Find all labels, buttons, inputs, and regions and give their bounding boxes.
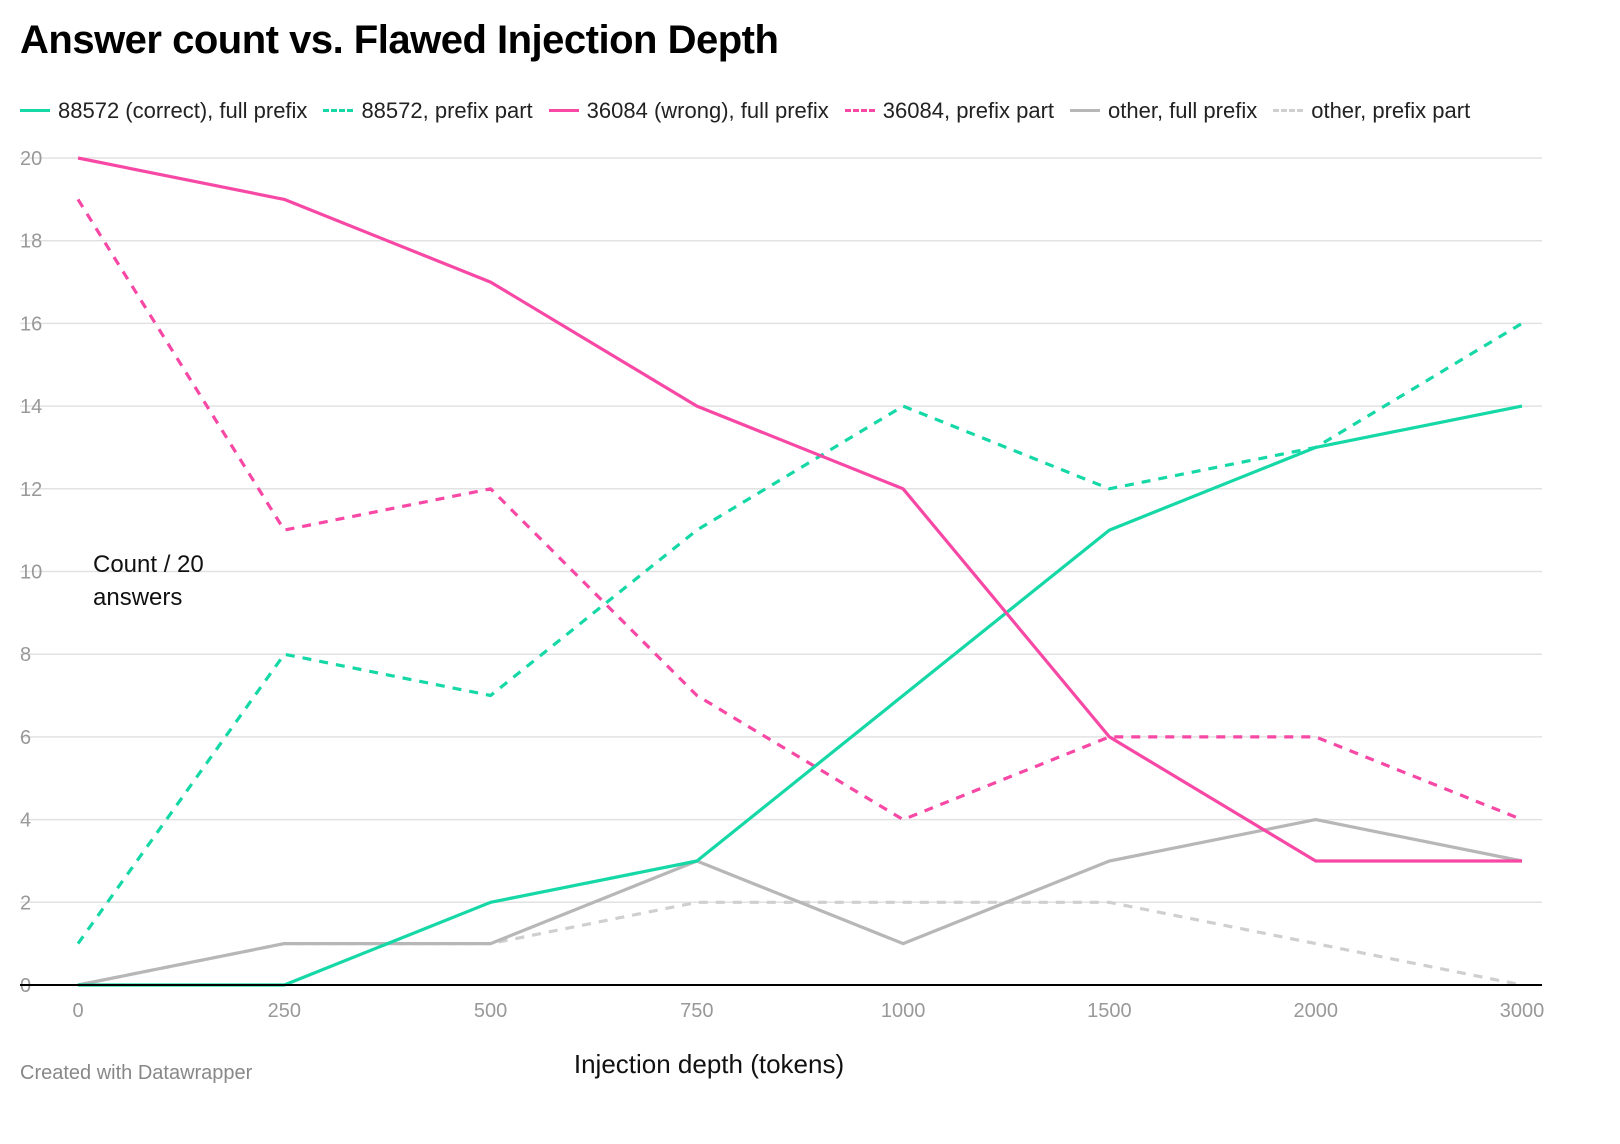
x-tick-label: 0 xyxy=(72,1000,83,1022)
y-tick-label: 4 xyxy=(20,810,31,832)
x-tick-label: 1500 xyxy=(1087,1000,1132,1022)
x-tick-label: 3000 xyxy=(1500,1000,1545,1022)
legend-label: other, prefix part xyxy=(1311,97,1471,123)
y-tick-label: 8 xyxy=(20,644,31,666)
series-lines xyxy=(76,156,1523,987)
y-tick-label: 6 xyxy=(20,727,31,749)
y-tick-label: 10 xyxy=(20,562,42,584)
legend-swatch xyxy=(1070,109,1101,112)
x-axis-label: Injection depth (tokens) xyxy=(574,1049,844,1079)
series-line xyxy=(76,322,1523,945)
footer-credit: Created with Datawrapper xyxy=(20,1062,253,1084)
legend-label: 36084, prefix part xyxy=(882,97,1055,123)
x-axis-ticks: 0 250 500 750 1000 1500 2000 3000 xyxy=(72,1000,1544,1022)
legend-item: 36084, prefix part xyxy=(844,97,1055,124)
y-tick-label: 2 xyxy=(20,892,31,914)
x-tick-label: 250 xyxy=(268,1000,301,1022)
series-line xyxy=(77,817,1523,987)
y-tick-label: 14 xyxy=(20,396,42,418)
legend-label: other, full prefix xyxy=(1108,97,1258,123)
legend-item: other, full prefix xyxy=(1070,98,1257,124)
y-tick-label: 20 xyxy=(20,148,42,170)
x-tick-label: 1000 xyxy=(881,1000,926,1022)
legend-label: 88572 (correct), full prefix xyxy=(58,97,308,123)
y-tick-label: 12 xyxy=(20,479,42,501)
legend-swatch xyxy=(20,109,50,112)
gridlines xyxy=(20,157,1542,904)
y-axis-label-line2: answers xyxy=(93,584,182,611)
legend-item: other, prefix part xyxy=(1273,98,1470,124)
legend-item: 88572, prefix part xyxy=(323,97,533,124)
legend-swatch xyxy=(323,109,354,112)
y-tick-label: 16 xyxy=(20,313,42,335)
legend-item: 88572 (correct), full prefix xyxy=(20,98,307,124)
x-tick-label: 500 xyxy=(474,1000,507,1022)
series-line xyxy=(78,404,1523,987)
legend-swatch xyxy=(844,109,875,112)
series-line xyxy=(77,156,1522,863)
legend-label: 88572, prefix part xyxy=(361,97,533,123)
chart-title: Answer count vs. Flawed Injection Depth xyxy=(20,18,779,62)
y-axis-ticks: 02468101214161820 xyxy=(20,148,42,997)
legend: 88572 (correct), full prefix 88572, prefi… xyxy=(20,92,1486,124)
legend-label: 36084 (wrong), full prefix xyxy=(586,97,829,123)
x-tick-label: 750 xyxy=(680,1000,713,1022)
y-axis-label-line1: Count / 20 xyxy=(93,551,204,578)
legend-swatch xyxy=(548,109,579,112)
legend-item: 36084 (wrong), full prefix xyxy=(548,97,829,124)
x-tick-label: 2000 xyxy=(1293,1000,1338,1022)
legend-swatch xyxy=(1273,109,1304,112)
series-line xyxy=(76,198,1523,822)
y-tick-label: 18 xyxy=(20,231,42,253)
